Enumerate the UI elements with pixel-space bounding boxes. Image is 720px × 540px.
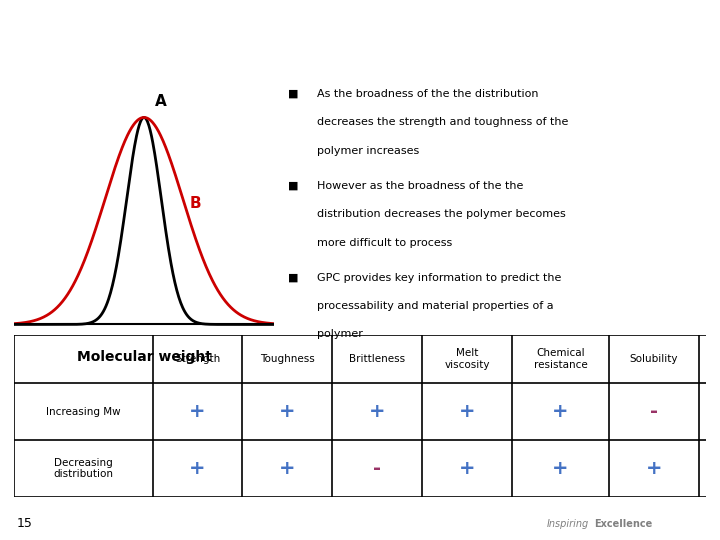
Text: Solubility: Solubility (629, 354, 678, 364)
Text: Decreasing
distribution: Decreasing distribution (53, 458, 114, 480)
Text: B: B (189, 195, 201, 211)
Text: 15: 15 (16, 517, 32, 530)
Text: -: - (649, 402, 658, 421)
Text: Toughness: Toughness (260, 354, 315, 364)
Text: GPC provides key information to predict the: GPC provides key information to predict … (318, 273, 562, 283)
Text: Increasing Mw: Increasing Mw (46, 407, 121, 417)
Text: Effect of Polydispersity on a Polymer: Effect of Polydispersity on a Polymer (178, 25, 643, 45)
Text: Strength: Strength (175, 354, 220, 364)
Text: Excellence: Excellence (594, 519, 652, 529)
Text: +: + (279, 459, 296, 478)
Text: -: - (373, 459, 382, 478)
Text: polymer increases: polymer increases (318, 146, 420, 156)
Text: Molecular weight: Molecular weight (76, 350, 212, 364)
Text: Brittleness: Brittleness (349, 354, 405, 364)
Text: +: + (646, 459, 662, 478)
Text: ■: ■ (288, 273, 299, 283)
Text: polymer: polymer (318, 329, 363, 340)
Text: Chemical
resistance: Chemical resistance (534, 348, 588, 370)
Text: +: + (279, 402, 296, 421)
Text: +: + (189, 402, 206, 421)
Text: decreases the strength and toughness of the: decreases the strength and toughness of … (318, 117, 569, 127)
Text: ■: ■ (288, 89, 299, 99)
Text: A: A (155, 94, 166, 109)
Text: distribution decreases the polymer becomes: distribution decreases the polymer becom… (318, 209, 566, 219)
Text: +: + (552, 459, 569, 478)
Text: more difficult to process: more difficult to process (318, 238, 452, 248)
Text: Melt
viscosity: Melt viscosity (444, 348, 490, 370)
Text: However as the broadness of the the: However as the broadness of the the (318, 181, 523, 191)
Text: +: + (552, 402, 569, 421)
Text: +: + (459, 459, 475, 478)
Circle shape (0, 0, 522, 79)
Text: +: + (189, 459, 206, 478)
Text: +: + (459, 402, 475, 421)
Text: processability and material properties of a: processability and material properties o… (318, 301, 554, 311)
Text: Inspiring: Inspiring (546, 519, 589, 529)
Text: +: + (369, 402, 385, 421)
Text: ■: ■ (288, 181, 299, 191)
Text: As the broadness of the the distribution: As the broadness of the the distribution (318, 89, 539, 99)
